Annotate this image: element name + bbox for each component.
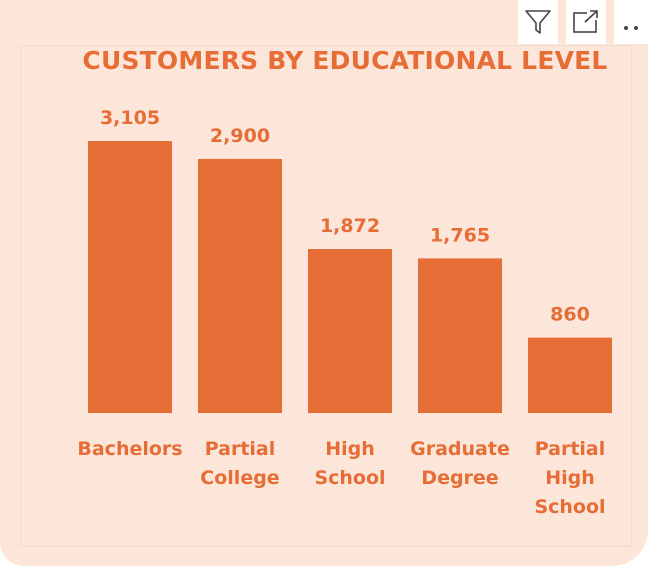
category-label-1: Partial College bbox=[200, 438, 279, 489]
data-label-3: 1,765 bbox=[430, 224, 490, 246]
category-label-line: Partial bbox=[535, 438, 606, 460]
bar-4[interactable] bbox=[528, 337, 612, 413]
filter-button[interactable] bbox=[518, 0, 558, 44]
data-label-4: 860 bbox=[550, 304, 590, 326]
category-label-line: Graduate bbox=[410, 438, 510, 460]
chart-title: CUSTOMERS BY EDUCATIONAL LEVEL bbox=[82, 46, 608, 75]
data-label-0: 3,105 bbox=[100, 107, 160, 129]
category-label-0: Bachelors bbox=[77, 438, 182, 460]
bar-0[interactable] bbox=[88, 141, 172, 413]
category-label-3: Graduate Degree bbox=[410, 438, 510, 489]
category-label-line: Bachelors bbox=[77, 438, 182, 460]
more-options-button[interactable] bbox=[614, 0, 648, 44]
visual-header bbox=[518, 0, 648, 44]
focus-mode-icon bbox=[573, 8, 601, 33]
category-label-line: College bbox=[200, 467, 279, 489]
more-options-icon bbox=[624, 26, 638, 30]
focus-mode-button[interactable] bbox=[566, 0, 606, 44]
bar-1[interactable] bbox=[198, 158, 282, 413]
category-label-line: High bbox=[325, 438, 375, 460]
category-label-4: Partial High School bbox=[534, 438, 605, 518]
category-label-2: High School bbox=[314, 438, 385, 489]
bar-2[interactable] bbox=[308, 249, 392, 413]
category-label-line: School bbox=[534, 496, 605, 518]
category-label-line: Partial bbox=[205, 438, 276, 460]
data-label-1: 2,900 bbox=[210, 125, 270, 147]
filter-icon bbox=[525, 10, 551, 34]
category-label-line: High bbox=[545, 467, 595, 489]
category-label-line: School bbox=[314, 467, 385, 489]
category-label-line: Degree bbox=[421, 467, 498, 489]
bar-3[interactable] bbox=[418, 258, 502, 413]
data-label-2: 1,872 bbox=[320, 215, 380, 237]
